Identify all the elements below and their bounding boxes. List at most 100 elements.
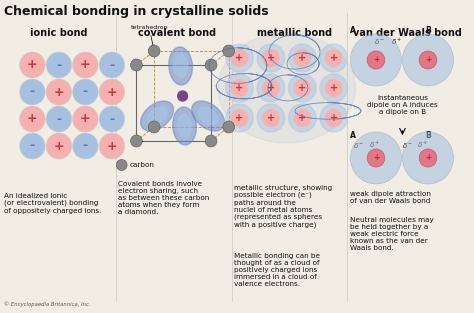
Text: -: -	[30, 85, 35, 99]
Text: +: +	[425, 153, 431, 162]
Ellipse shape	[173, 54, 188, 77]
Circle shape	[231, 109, 248, 127]
Text: +: +	[330, 113, 338, 123]
Circle shape	[262, 49, 280, 67]
Text: $\delta^-$: $\delta^-$	[402, 141, 414, 150]
Text: +: +	[27, 112, 38, 126]
Circle shape	[148, 45, 160, 57]
Text: B: B	[425, 131, 431, 140]
Circle shape	[350, 34, 401, 86]
Circle shape	[262, 79, 280, 97]
Text: +: +	[107, 140, 117, 152]
Text: carbon: carbon	[129, 162, 155, 168]
Circle shape	[73, 133, 98, 159]
Text: van der Waals bond: van der Waals bond	[353, 28, 462, 38]
Text: -: -	[56, 59, 62, 71]
Circle shape	[99, 133, 125, 159]
Circle shape	[223, 121, 235, 133]
Text: Neutral molecules may
be held together by a
weak electric force
known as the van: Neutral molecules may be held together b…	[350, 217, 434, 251]
Text: +: +	[80, 59, 91, 71]
Text: An idealized ionic
(or electrovalent) bonding
of oppositely charged ions.: An idealized ionic (or electrovalent) bo…	[4, 193, 101, 213]
Text: -: -	[83, 140, 88, 152]
Text: +: +	[267, 83, 275, 93]
Circle shape	[325, 49, 343, 67]
Circle shape	[99, 106, 125, 132]
Text: ionic bond: ionic bond	[30, 28, 88, 38]
Circle shape	[73, 52, 98, 78]
Circle shape	[419, 149, 437, 167]
Text: +: +	[298, 83, 306, 93]
Circle shape	[289, 74, 316, 102]
Circle shape	[130, 135, 142, 147]
Circle shape	[19, 52, 45, 78]
Text: +: +	[330, 83, 338, 93]
Text: $\delta^+$: $\delta^+$	[417, 140, 428, 150]
Ellipse shape	[169, 47, 192, 85]
Text: $\delta^-$: $\delta^-$	[354, 141, 365, 150]
Circle shape	[325, 79, 343, 97]
Text: +: +	[298, 53, 306, 63]
Text: tetrahedron: tetrahedron	[130, 25, 168, 48]
Circle shape	[226, 74, 253, 102]
Text: $\delta^-$: $\delta^-$	[374, 38, 385, 47]
Text: +: +	[373, 153, 379, 162]
Circle shape	[46, 133, 72, 159]
Circle shape	[257, 74, 285, 102]
Ellipse shape	[198, 107, 218, 125]
Circle shape	[148, 121, 160, 133]
Text: Chemical bonding in crystalline solids: Chemical bonding in crystalline solids	[4, 5, 269, 18]
Text: metallic structure, showing
possible electron (e⁻)
paths around the
nuclei of me: metallic structure, showing possible ele…	[234, 185, 332, 228]
Circle shape	[46, 106, 72, 132]
Circle shape	[205, 135, 217, 147]
Text: +: +	[425, 55, 431, 64]
Ellipse shape	[147, 107, 167, 125]
Circle shape	[231, 79, 248, 97]
Text: © Encyclopaedia Britannica, Inc.: © Encyclopaedia Britannica, Inc.	[4, 301, 91, 307]
Circle shape	[262, 109, 280, 127]
Circle shape	[320, 74, 347, 102]
Circle shape	[293, 109, 311, 127]
Circle shape	[223, 45, 235, 57]
Text: -: -	[109, 59, 114, 71]
Text: B: B	[425, 26, 431, 35]
Text: +: +	[236, 53, 244, 63]
Circle shape	[178, 91, 188, 101]
Circle shape	[99, 52, 125, 78]
Text: -: -	[56, 112, 62, 126]
Circle shape	[293, 79, 311, 97]
Circle shape	[325, 109, 343, 127]
Ellipse shape	[191, 101, 225, 131]
Text: weak dipole attraction
of van der Waals bond: weak dipole attraction of van der Waals …	[350, 191, 431, 204]
Circle shape	[320, 104, 347, 132]
Circle shape	[231, 49, 248, 67]
Text: +: +	[267, 53, 275, 63]
Circle shape	[293, 49, 311, 67]
Text: +: +	[27, 59, 38, 71]
Ellipse shape	[173, 107, 196, 145]
Text: A: A	[350, 131, 356, 140]
Text: -: -	[109, 112, 114, 126]
Circle shape	[320, 44, 347, 72]
Text: -: -	[83, 85, 88, 99]
Text: +: +	[236, 83, 244, 93]
Text: instantaneous
dipole on A induces
a dipole on B: instantaneous dipole on A induces a dipo…	[367, 95, 438, 115]
Circle shape	[73, 106, 98, 132]
Text: +: +	[330, 53, 338, 63]
Text: +: +	[80, 112, 91, 126]
Ellipse shape	[141, 101, 173, 131]
Circle shape	[99, 79, 125, 105]
Text: +: +	[236, 113, 244, 123]
Text: +: +	[373, 55, 379, 64]
Circle shape	[419, 51, 437, 69]
Circle shape	[46, 79, 72, 105]
Circle shape	[367, 51, 385, 69]
Circle shape	[19, 79, 45, 105]
Text: +: +	[54, 140, 64, 152]
Circle shape	[116, 160, 127, 171]
Text: A: A	[350, 26, 356, 35]
Text: +: +	[267, 113, 275, 123]
Ellipse shape	[218, 33, 356, 143]
Circle shape	[350, 132, 401, 184]
Text: +: +	[298, 113, 306, 123]
Text: metallic bond: metallic bond	[257, 28, 332, 38]
